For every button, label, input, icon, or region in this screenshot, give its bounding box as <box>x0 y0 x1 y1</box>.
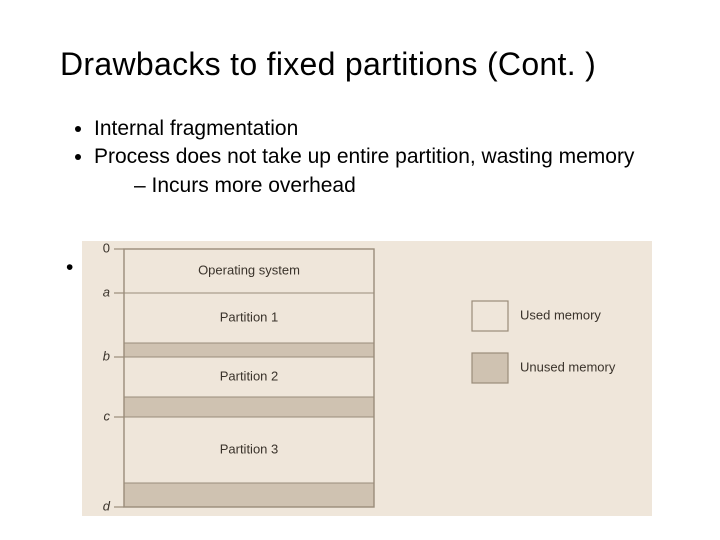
svg-text:d: d <box>103 498 111 513</box>
svg-text:b: b <box>103 348 110 363</box>
slide-title: Drawbacks to fixed partitions (Cont. ) <box>60 46 690 83</box>
bullet-list: Internal fragmentation Process does not … <box>66 116 680 201</box>
svg-text:Used memory: Used memory <box>520 307 601 322</box>
svg-text:Partition 1: Partition 1 <box>220 309 279 324</box>
svg-text:Partition 2: Partition 2 <box>220 368 279 383</box>
memory-partition-diagram: Operating system Partition 1 Partition 2 Pa… <box>82 241 652 516</box>
slide: Drawbacks to fixed partitions (Cont. ) I… <box>0 0 720 540</box>
diagram-svg: Operating system Partition 1 Partition 2 Pa… <box>82 241 652 516</box>
bullet-text: Process does not take up entire partitio… <box>94 145 634 168</box>
svg-text:Operating system: Operating system <box>198 262 300 277</box>
svg-text:c: c <box>104 408 111 423</box>
bullet-item: Internal fragmentation <box>94 116 680 142</box>
truncated-bullet: • <box>66 256 73 280</box>
svg-text:0: 0 <box>103 241 110 255</box>
sub-bullet-item: Incurs more overhead <box>134 173 680 199</box>
bullet-item: Process does not take up entire partitio… <box>94 144 680 199</box>
svg-text:Partition 3: Partition 3 <box>220 441 279 456</box>
svg-text:Unused memory: Unused memory <box>520 359 616 374</box>
svg-text:a: a <box>103 284 110 299</box>
